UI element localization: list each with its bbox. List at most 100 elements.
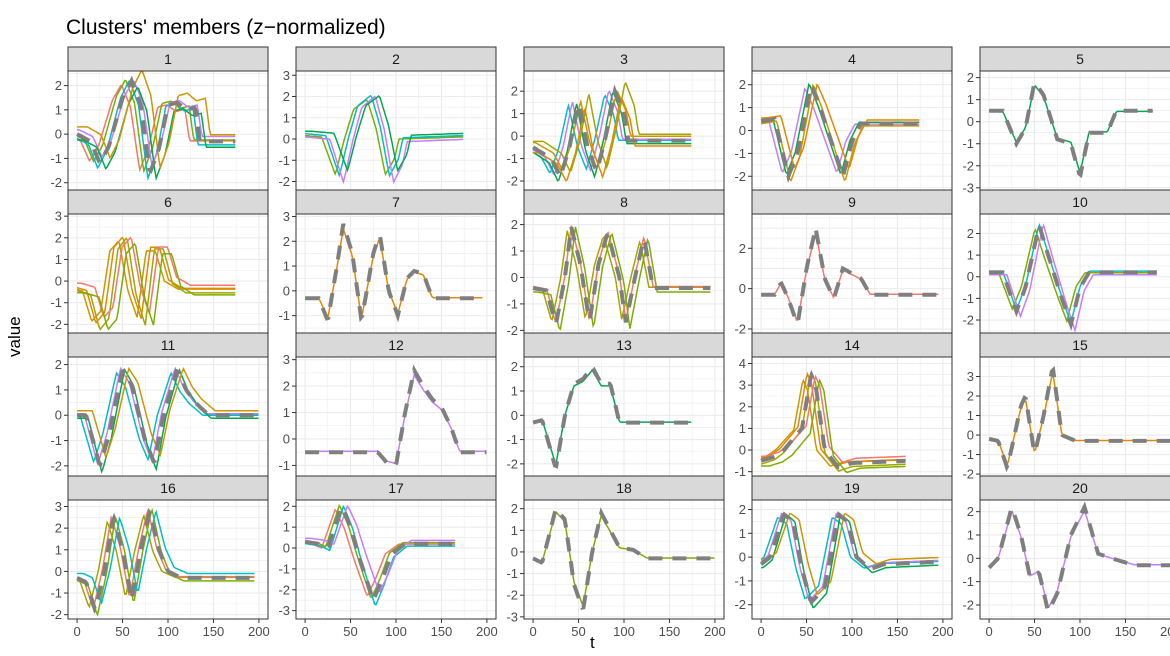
facet-7-ytick-label: 3 xyxy=(283,209,290,224)
facet-10-grid xyxy=(980,214,1170,333)
facet-4-member-4 xyxy=(761,83,920,169)
facet-18-centroid xyxy=(532,505,715,611)
facet-11-strip xyxy=(67,332,269,358)
facet-3-ytick-label: -2 xyxy=(506,174,518,189)
facet-14-series xyxy=(760,369,906,474)
facet-18-ytick-label: 2 xyxy=(511,501,518,516)
facet-1-ytick-label: 1 xyxy=(55,102,62,117)
facet-8-ytick-label: -2 xyxy=(506,323,518,338)
facet-15-strip-label: 15 xyxy=(1072,337,1088,353)
facet-10-ytick-label: 1 xyxy=(967,248,974,263)
facet-17: 17 -3 -2 -1 0 1 2 0 50 100 150 200 xyxy=(278,475,498,639)
facet-12-strip xyxy=(295,332,497,358)
facet-11-ytick-label: -2 xyxy=(50,458,62,473)
facet-7-ytick-label: -1 xyxy=(278,308,290,323)
facet-5-ytick-label: 2 xyxy=(967,70,974,85)
facet-5-member-1 xyxy=(989,84,1153,173)
facet-8-series xyxy=(532,225,711,331)
facet-18-xtick-label: 50 xyxy=(571,624,585,639)
facet-17-series xyxy=(304,503,456,606)
facet-20-xtick-label: 100 xyxy=(1069,624,1091,639)
facet-3: 3 -2 -1 0 1 2 xyxy=(506,46,725,191)
facet-10-ytick-label: -1 xyxy=(962,291,974,306)
facet-18-xtick-label: 0 xyxy=(529,624,536,639)
facet-16-ytick-label: 2 xyxy=(55,521,62,536)
facet-3-strip-label: 3 xyxy=(620,51,628,67)
facet-5-centroid xyxy=(989,80,1153,179)
facet-12-series xyxy=(305,364,487,468)
facet-20-strip xyxy=(979,475,1170,501)
facet-14-strip xyxy=(751,332,953,358)
facet-3-ytick-label: 0 xyxy=(511,129,518,144)
facet-16-member-4 xyxy=(77,509,255,605)
facet-3-member-3 xyxy=(532,91,692,182)
facet-17-member-3 xyxy=(305,504,456,606)
facet-16-xtick-label: 100 xyxy=(157,624,179,639)
facet-15-strip xyxy=(979,332,1170,358)
facet-7-ytick-label: 1 xyxy=(283,259,290,274)
facet-2-member-4 xyxy=(305,95,464,173)
facet-18-xtick-label: 150 xyxy=(659,624,681,639)
facet-19-ytick-label: -2 xyxy=(734,597,746,612)
facet-4-ytick-label: -1 xyxy=(734,146,746,161)
facet-16-xtick-label: 0 xyxy=(73,624,80,639)
facet-18-ytick-label: -3 xyxy=(506,609,518,624)
facet-16-strip xyxy=(67,475,269,501)
facet-18-ytick-label: -2 xyxy=(506,588,518,603)
facet-16-ytick-label: 1 xyxy=(55,542,62,557)
facet-5: 5 -3 -2 -1 0 1 2 xyxy=(962,46,1170,195)
facet-19-series xyxy=(759,511,939,609)
facet-11: 11 -2 -1 0 1 2 xyxy=(50,332,269,477)
facet-19-strip-label: 19 xyxy=(844,480,860,496)
facet-4-series xyxy=(760,80,920,184)
facet-16-series xyxy=(76,507,255,617)
facet-9-ytick-label: 2 xyxy=(739,241,746,256)
facet-8-ytick-label: -1 xyxy=(506,296,518,311)
facet-8-strip xyxy=(523,189,725,215)
facet-1: 1 -2 -1 0 1 2 xyxy=(50,46,269,191)
facet-15-ytick-label: -1 xyxy=(962,447,974,462)
facet-2-strip xyxy=(295,46,497,72)
facet-7-ytick-label: 0 xyxy=(283,283,290,298)
facet-9-strip-label: 9 xyxy=(848,194,856,210)
facet-12-centroid xyxy=(305,364,487,468)
facet-8-strip-label: 8 xyxy=(620,194,628,210)
facet-16-centroid xyxy=(76,507,255,614)
facet-2-ytick-label: 2 xyxy=(283,89,290,104)
facet-6-ytick-label: 2 xyxy=(55,230,62,245)
facet-13: 13 -2 -1 0 1 2 xyxy=(506,332,725,477)
facet-18-ytick-label: 0 xyxy=(511,544,518,559)
facet-15-ytick-label: 0 xyxy=(967,428,974,443)
facet-9-ytick-label: 0 xyxy=(739,281,746,296)
facet-8-member-3 xyxy=(533,226,711,331)
facet-2-member-2 xyxy=(305,94,464,178)
facet-15-ytick-label: -2 xyxy=(962,467,974,482)
facet-15-centroid xyxy=(988,365,1170,473)
facet-17-strip xyxy=(295,475,497,501)
facet-1-ytick-label: -1 xyxy=(50,151,62,166)
facet-17-ytick-label: 0 xyxy=(283,541,290,556)
facet-17-centroid xyxy=(304,503,456,606)
facet-2-member-1 xyxy=(305,98,464,177)
facet-11-ytick-label: 1 xyxy=(55,382,62,397)
facet-1-series xyxy=(76,71,236,182)
facet-6-strip-label: 6 xyxy=(164,194,172,210)
facet-11-ytick-label: 0 xyxy=(55,408,62,423)
facet-17-ytick-label: -1 xyxy=(278,561,290,576)
facet-5-ytick-label: 0 xyxy=(967,114,974,129)
facet-20-ytick-label: 0 xyxy=(967,551,974,566)
facet-4-strip xyxy=(751,46,953,72)
facet-19-ytick-label: 1 xyxy=(739,526,746,541)
facet-16-strip-label: 16 xyxy=(160,480,176,496)
facet-15-ytick-label: 3 xyxy=(967,369,974,384)
facet-3-series xyxy=(532,81,692,182)
facet-17-xtick-label: 50 xyxy=(343,624,357,639)
facet-20-centroid xyxy=(987,501,1170,613)
facet-18-ytick-label: 1 xyxy=(511,523,518,538)
facet-6-ytick-label: -1 xyxy=(50,295,62,310)
x-axis-label: t xyxy=(590,633,595,652)
facet-20-grid xyxy=(980,499,1170,619)
facet-17-ytick-label: -2 xyxy=(278,582,290,597)
facet-5-ytick-label: -2 xyxy=(962,158,974,173)
facet-19-ytick-label: -1 xyxy=(734,573,746,588)
